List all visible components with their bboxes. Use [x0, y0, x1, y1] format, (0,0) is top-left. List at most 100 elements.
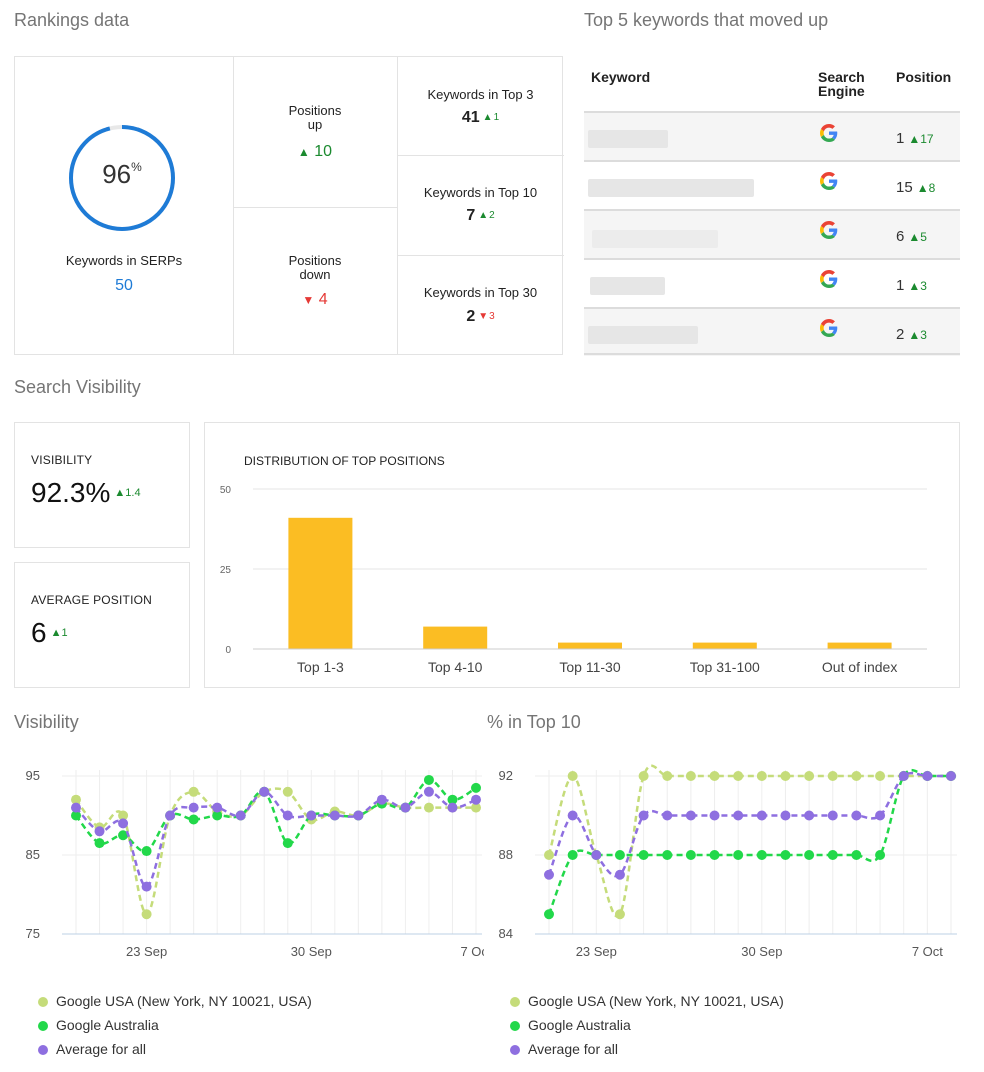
- series-point[interactable]: [827, 771, 838, 781]
- series-point[interactable]: [544, 850, 554, 860]
- table-row[interactable]: 6 ▲5: [584, 211, 960, 258]
- series-point[interactable]: [638, 771, 649, 781]
- series-point[interactable]: [756, 850, 767, 860]
- series-point[interactable]: [709, 850, 720, 860]
- series-point[interactable]: [544, 869, 554, 880]
- series-point[interactable]: [306, 810, 317, 821]
- series-point[interactable]: [709, 771, 720, 781]
- legend-item-average[interactable]: Average for all: [510, 1041, 618, 1057]
- series-point[interactable]: [875, 850, 886, 860]
- series-point[interactable]: [282, 786, 293, 797]
- series-point[interactable]: [780, 810, 791, 821]
- series-point[interactable]: [544, 909, 554, 920]
- series-point[interactable]: [188, 814, 199, 825]
- series-point[interactable]: [212, 802, 223, 813]
- legend-item-average[interactable]: Average for all: [38, 1041, 146, 1057]
- series-point[interactable]: [804, 810, 815, 821]
- series-point[interactable]: [567, 771, 578, 781]
- series-point[interactable]: [946, 771, 956, 781]
- table-row[interactable]: 1 ▲3: [584, 260, 960, 307]
- series-point[interactable]: [188, 786, 199, 797]
- series-point[interactable]: [756, 771, 767, 781]
- series-point[interactable]: [94, 826, 105, 837]
- series-point[interactable]: [423, 802, 434, 813]
- series-point[interactable]: [780, 850, 791, 860]
- series-point[interactable]: [614, 869, 625, 880]
- series-point[interactable]: [804, 850, 815, 860]
- series-point[interactable]: [118, 818, 129, 829]
- bar[interactable]: [827, 642, 892, 649]
- series-point[interactable]: [567, 810, 578, 821]
- line-y-tick-label: 95: [26, 768, 40, 783]
- series-point[interactable]: [922, 771, 933, 781]
- bar[interactable]: [288, 517, 353, 649]
- bar[interactable]: [558, 642, 622, 649]
- series-point[interactable]: [591, 850, 602, 860]
- series-point[interactable]: [282, 838, 293, 849]
- series-point[interactable]: [188, 802, 199, 813]
- series-point[interactable]: [71, 794, 81, 805]
- series-point[interactable]: [662, 850, 673, 860]
- series-point[interactable]: [235, 810, 246, 821]
- series-point[interactable]: [282, 810, 293, 821]
- series-point[interactable]: [827, 850, 838, 860]
- keywords-in-serps-label: Keywords in SERPs: [65, 253, 183, 268]
- series-point[interactable]: [851, 771, 862, 781]
- series-point[interactable]: [804, 771, 815, 781]
- series-point[interactable]: [259, 786, 270, 797]
- table-row[interactable]: 15 ▲8: [584, 162, 960, 209]
- series-point[interactable]: [851, 810, 862, 821]
- series-point[interactable]: [141, 881, 152, 892]
- series-point[interactable]: [733, 850, 744, 860]
- series-point[interactable]: [353, 810, 364, 821]
- bar[interactable]: [692, 642, 757, 649]
- series-point[interactable]: [733, 771, 744, 781]
- series-point[interactable]: [875, 771, 886, 781]
- series-point[interactable]: [898, 771, 909, 781]
- series-point[interactable]: [471, 794, 481, 805]
- series-point[interactable]: [638, 810, 649, 821]
- series-point[interactable]: [118, 810, 129, 821]
- series-point[interactable]: [423, 774, 434, 785]
- series-point[interactable]: [733, 810, 744, 821]
- series-point[interactable]: [165, 810, 176, 821]
- series-point[interactable]: [685, 771, 696, 781]
- series-point[interactable]: [567, 850, 578, 860]
- series-point[interactable]: [471, 802, 481, 813]
- series-point[interactable]: [685, 810, 696, 821]
- series-point[interactable]: [638, 850, 649, 860]
- series-point[interactable]: [71, 810, 81, 821]
- series-point[interactable]: [614, 850, 625, 860]
- series-point[interactable]: [685, 850, 696, 860]
- series-point[interactable]: [329, 810, 340, 821]
- series-point[interactable]: [851, 850, 862, 860]
- series-point[interactable]: [447, 794, 458, 805]
- series-point[interactable]: [756, 810, 767, 821]
- table-row[interactable]: 2 ▲3: [584, 309, 960, 356]
- series-point[interactable]: [118, 830, 129, 841]
- legend-item-google-usa[interactable]: Google USA (New York, NY 10021, USA): [510, 993, 784, 1009]
- series-point[interactable]: [423, 786, 434, 797]
- series-point[interactable]: [71, 802, 81, 813]
- series-point[interactable]: [780, 771, 791, 781]
- series-point[interactable]: [400, 802, 411, 813]
- line-x-tick-label: 30 Sep: [291, 944, 332, 959]
- bar[interactable]: [423, 626, 488, 649]
- series-point[interactable]: [212, 810, 223, 821]
- series-point[interactable]: [875, 810, 886, 821]
- legend-item-google-australia[interactable]: Google Australia: [38, 1017, 159, 1033]
- legend-item-google-australia[interactable]: Google Australia: [510, 1017, 631, 1033]
- series-point[interactable]: [827, 810, 838, 821]
- series-point[interactable]: [614, 909, 625, 920]
- series-point[interactable]: [376, 794, 387, 805]
- series-point[interactable]: [141, 846, 152, 857]
- series-point[interactable]: [447, 802, 458, 813]
- series-point[interactable]: [471, 782, 481, 793]
- series-point[interactable]: [662, 810, 673, 821]
- legend-item-google-usa[interactable]: Google USA (New York, NY 10021, USA): [38, 993, 312, 1009]
- series-point[interactable]: [94, 838, 105, 849]
- series-point[interactable]: [662, 771, 673, 781]
- table-row[interactable]: 1 ▲17: [584, 113, 960, 160]
- series-point[interactable]: [141, 909, 152, 920]
- series-point[interactable]: [709, 810, 720, 821]
